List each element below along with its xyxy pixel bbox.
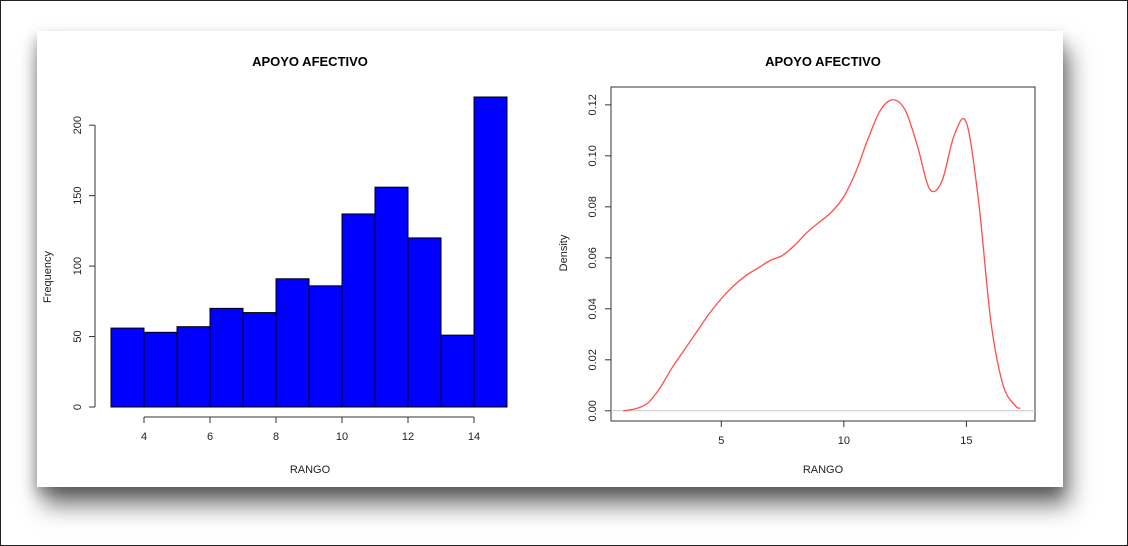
histogram-bar — [407, 237, 442, 408]
histogram-x-tick-label: 8 — [273, 431, 279, 443]
density-y-tick-label: 0.00 — [587, 400, 599, 421]
figure-svg: APOYO AFECTIVO RANGO Frequency 4 6 8 10 12 14… — [42, 54, 1036, 476]
figure-card: APOYO AFECTIVO RANGO Frequency 4 6 8 10 12 14… — [37, 31, 1063, 487]
histogram-bar — [374, 186, 409, 408]
histogram-y-tick-label: 100 — [72, 257, 84, 275]
histogram-y-tick-label: 150 — [72, 186, 84, 204]
histogram-bar — [440, 334, 475, 408]
density-y-axis: 0.00 0.02 0.04 0.06 0.08 0.10 0.12 — [587, 94, 611, 422]
histogram-x-tick-label: 6 — [207, 431, 213, 443]
histogram-title: APOYO AFECTIVO — [252, 54, 368, 69]
density-x-tick-label: 5 — [718, 435, 724, 447]
density-curve — [623, 99, 1021, 412]
histogram-y-axis-label: Frequency — [42, 251, 54, 303]
histogram-bar — [341, 213, 376, 408]
histogram-bar — [209, 307, 244, 408]
histogram-bar — [176, 326, 211, 408]
histogram-bar — [275, 278, 310, 408]
histogram-bar — [110, 327, 145, 408]
density-x-tick-label: 15 — [960, 435, 972, 447]
density-y-tick-label: 0.02 — [587, 349, 599, 370]
histogram-x-tick-label: 10 — [336, 431, 348, 443]
density-panel: APOYO AFECTIVO RANGO Density 5 10 15 0.000… — [558, 54, 1036, 476]
density-plot-box — [610, 86, 1036, 422]
histogram-x-tick-label: 14 — [468, 431, 480, 443]
histogram-bar — [143, 331, 178, 408]
histogram-x-axis: 4 6 8 10 12 14 — [141, 416, 480, 443]
density-y-tick-label: 0.06 — [587, 247, 599, 268]
density-y-tick-label: 0.12 — [587, 94, 599, 115]
density-x-axis: 5 10 15 — [718, 421, 973, 447]
histogram-x-axis-label: RANGO — [290, 464, 331, 476]
histogram-y-tick-label: 50 — [72, 330, 84, 342]
histogram-y-axis: 0 50 100 150 200 — [72, 116, 96, 410]
histogram-bars — [110, 96, 508, 408]
histogram-x-tick-label: 12 — [402, 431, 414, 443]
histogram-bar — [308, 285, 343, 408]
histogram-bar — [473, 96, 508, 408]
histogram-y-tick-label: 200 — [72, 116, 84, 134]
density-title: APOYO AFECTIVO — [765, 54, 881, 69]
density-y-tick-label: 0.04 — [587, 298, 599, 319]
histogram-panel: APOYO AFECTIVO RANGO Frequency 4 6 8 10 12 14… — [42, 54, 508, 476]
density-y-axis-label: Density — [558, 234, 570, 271]
density-x-axis-label: RANGO — [803, 464, 844, 476]
histogram-x-tick-label: 4 — [141, 431, 147, 443]
density-y-tick-label: 0.08 — [587, 196, 599, 217]
histogram-bar — [242, 312, 277, 408]
density-y-tick-label: 0.10 — [587, 145, 599, 166]
histogram-y-tick-label: 0 — [72, 404, 84, 410]
density-x-tick-label: 10 — [838, 435, 850, 447]
